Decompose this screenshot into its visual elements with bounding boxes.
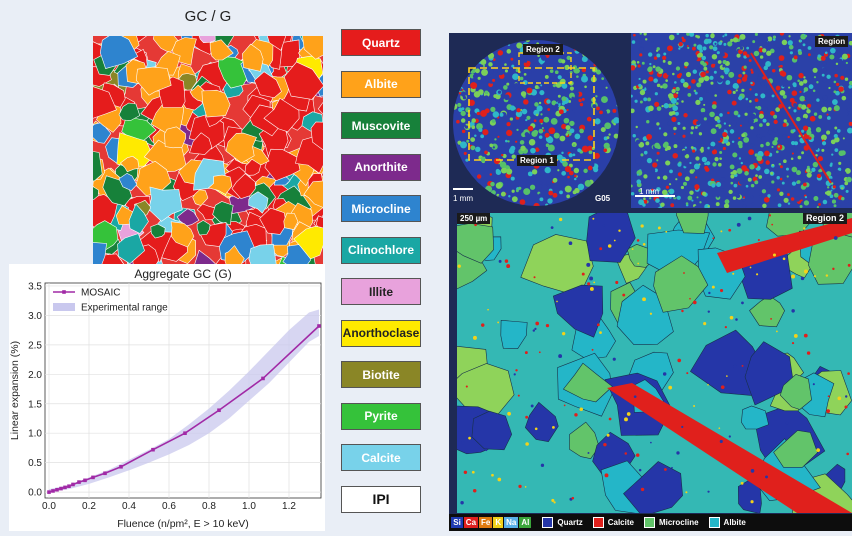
x-tick-label: 0.4: [122, 501, 136, 512]
mosaic-point: [119, 464, 123, 469]
mosaic-point: [51, 489, 55, 493]
phase-legend: Si Ca Fe K Na Al Quartz Calcite Microcline Albite: [449, 514, 852, 531]
x-tick-label: 0.0: [42, 501, 56, 512]
expansion-chart: Aggregate GC (G) 0.0 0.2 0.4 0.6 0.8 1.0 1.2 0.0…: [9, 264, 325, 531]
legend-experimental-label: Experimental range: [81, 303, 168, 314]
element-chip-al: Al: [519, 517, 532, 528]
mosaic-point: [83, 478, 87, 483]
microscopy-panel: Region 2 Region 1 1 mm G05 Region 1 mm R…: [449, 33, 852, 531]
mosaic-point: [71, 482, 75, 487]
overview-panel: Region 2 Region 1 1 mm G05: [449, 33, 624, 208]
mosaic-point: [63, 485, 67, 490]
x-tick-label: 1.0: [242, 501, 256, 512]
zoom-image: [457, 213, 852, 513]
scale-label-1mm-b: 1 mm: [639, 187, 659, 196]
y-axis-label: Linear expansion (%): [9, 341, 21, 440]
expansion-chart-svg: Aggregate GC (G) 0.0 0.2 0.4 0.6 0.8 1.0 1.2 0.0…: [9, 267, 322, 530]
mosaic-point: [151, 447, 155, 452]
legend-mosaic-marker: [62, 290, 66, 294]
legend-item-ipi: IPI: [341, 485, 421, 513]
x-axis-label: Fluence (n/pm², E > 10 keV): [117, 518, 249, 530]
legend-item-anorthoclase: Anorthoclase: [341, 319, 421, 347]
scale-label-1mm-a: 1 mm: [453, 194, 473, 203]
mineral-map-title: GC / G: [184, 8, 232, 25]
legend-item-illite: Illite: [341, 278, 421, 305]
element-chip-ca: Ca: [463, 517, 479, 528]
scale-bar-1mm-a: [453, 188, 473, 190]
region-image: [631, 33, 852, 208]
phase-swatch-calcite: [592, 517, 604, 528]
y-tick-label: 0.0: [28, 488, 42, 499]
x-tick-label: 1.2: [282, 501, 296, 512]
element-chip-na: Na: [504, 517, 519, 528]
phase-label-calcite: Calcite: [607, 518, 634, 527]
legend-item-pyrite: Pyrite: [341, 402, 421, 430]
overview-image: [449, 33, 624, 208]
sample-label: G05: [595, 194, 611, 203]
legend-experimental-swatch: [53, 303, 75, 311]
mosaic-point: [67, 484, 71, 489]
phase-label-quartz: Quartz: [557, 518, 583, 527]
y-tick-label: 1.5: [28, 399, 42, 410]
y-tick-label: 2.5: [28, 340, 42, 351]
mosaic-point: [103, 471, 107, 476]
region-tag: Region: [815, 36, 849, 47]
plot-area: [44, 282, 322, 499]
mosaic-point: [183, 431, 187, 436]
y-tick-label: 2.0: [28, 370, 42, 381]
mosaic-point: [217, 408, 221, 413]
phase-swatch-microcline: [643, 517, 655, 528]
region2-zoom-tag: Region 2: [803, 213, 848, 224]
legend-item-albite: Albite: [341, 70, 421, 98]
phase-label-albite: Albite: [723, 518, 746, 527]
element-chip-k: K: [493, 517, 504, 528]
x-tick-label: 0.2: [82, 501, 96, 512]
region1-tag: Region 1: [517, 155, 557, 166]
mineral-grain-map: [93, 36, 323, 266]
legend-item-clinochlore: Clinochlore: [341, 236, 421, 264]
mosaic-point: [261, 376, 265, 381]
y-tick-label: 3.0: [28, 311, 42, 322]
y-tick-label: 0.5: [28, 458, 42, 469]
legend-item-biotite: Biotite: [341, 361, 421, 388]
phase-swatch-albite: [708, 517, 720, 528]
element-chip-si: Si: [451, 517, 463, 528]
legend-item-muscovite: Muscovite: [341, 112, 421, 139]
mosaic-point: [317, 324, 321, 328]
mosaic-point: [59, 486, 63, 491]
scale-label-250um: 250 µm: [457, 213, 491, 224]
zoom-panel: Region 2 250 µm: [457, 213, 852, 513]
y-tick-label: 1.0: [28, 429, 42, 440]
legend-item-quartz: Quartz: [341, 29, 421, 56]
phase-label-microcline: Microcline: [658, 518, 699, 527]
legend-mosaic-label: MOSAIC: [81, 288, 120, 299]
element-chip-fe: Fe: [479, 517, 493, 528]
experimental-range-band: [49, 309, 319, 493]
mosaic-point: [47, 490, 51, 494]
legend-item-anorthite: Anorthite: [341, 153, 421, 181]
chart-title: Aggregate GC (G): [134, 267, 231, 281]
region-panel: Region 1 mm: [631, 33, 852, 208]
region2-tag: Region 2: [523, 44, 563, 55]
mosaic-point: [55, 487, 59, 492]
mosaic-point: [77, 480, 81, 484]
x-tick-label: 0.6: [162, 501, 176, 512]
phase-swatch-quartz: [542, 517, 554, 528]
mosaic-point: [91, 475, 95, 480]
x-tick-label: 0.8: [202, 501, 216, 512]
legend-item-microcline: Microcline: [341, 195, 421, 222]
mineral-legend: Quartz Albite Muscovite Anorthite Microcline…: [341, 29, 423, 529]
y-tick-label: 3.5: [28, 281, 42, 292]
scale-bar-1mm-b: [635, 195, 675, 197]
legend-item-calcite: Calcite: [341, 444, 421, 471]
mineral-grain-map-image: [93, 36, 323, 266]
